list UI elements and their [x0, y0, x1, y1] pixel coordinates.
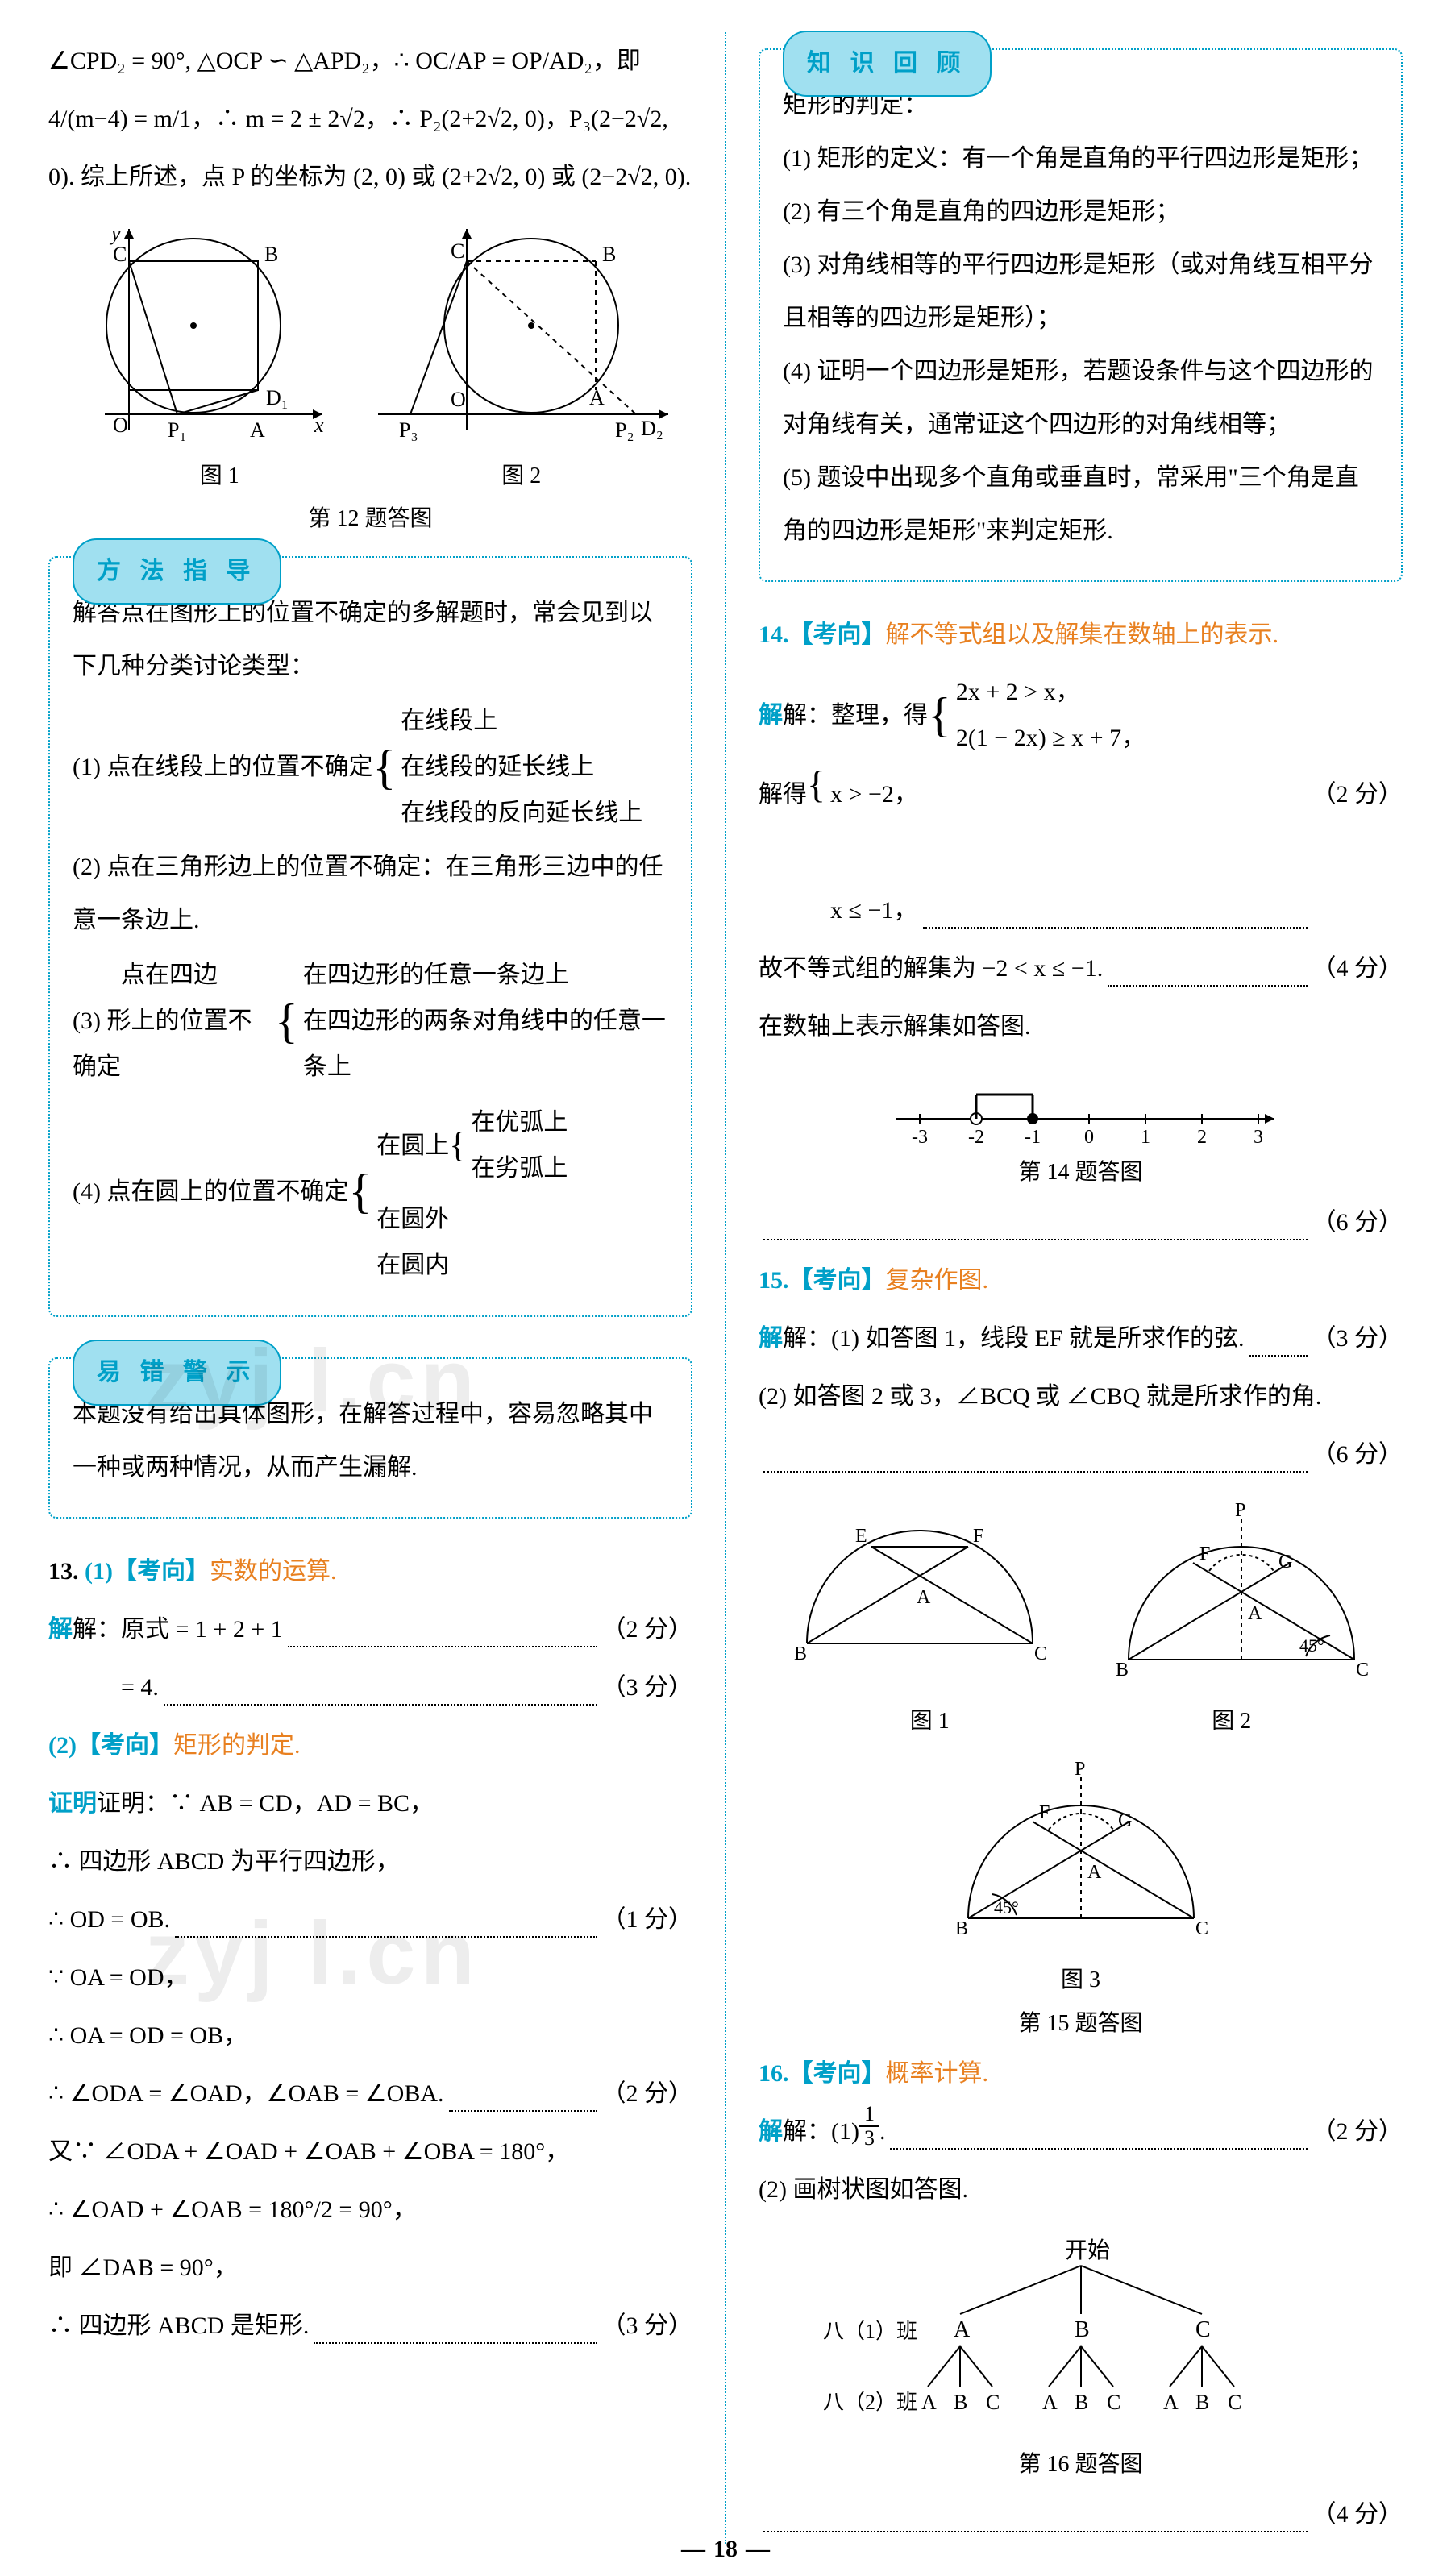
- q13-part2-head: (2)【考向】矩形的判定.: [48, 1717, 692, 1775]
- svg-text:B: B: [1195, 2391, 1209, 2414]
- q15-fig3: P F G A B C 45°: [936, 1757, 1226, 1951]
- svg-text:D₁: D₁: [266, 386, 289, 409]
- svg-text:C: C: [986, 2391, 1000, 2414]
- svg-text:C: C: [113, 243, 127, 266]
- svg-text:C: C: [1356, 1660, 1369, 1681]
- svg-text:E: E: [855, 1526, 867, 1547]
- svg-text:G: G: [1278, 1552, 1292, 1573]
- svg-text:C: C: [1228, 2391, 1241, 2414]
- svg-text:-2: -2: [968, 1127, 984, 1148]
- svg-text:P: P: [1075, 1759, 1085, 1780]
- svg-text:C: C: [1107, 2391, 1120, 2414]
- figure-caption-12: 第 12 题答图: [48, 497, 692, 540]
- svg-text:B: B: [1116, 1660, 1129, 1681]
- figure-row-12: C B O P₁ A D₁ x y C: [48, 221, 692, 447]
- svg-text:C: C: [1034, 1643, 1047, 1664]
- svg-text:x: x: [314, 413, 324, 437]
- svg-text:八（1）班: 八（1）班: [823, 2320, 917, 2343]
- svg-text:A: A: [954, 2317, 971, 2342]
- svg-text:开始: 开始: [1065, 2237, 1110, 2263]
- svg-text:O: O: [113, 413, 128, 437]
- left-column: ∠CPD₂ = 90°, △OCP ∽ △APD₂，∴ OC/AP = OP/A…: [48, 32, 692, 2544]
- svg-text:-1: -1: [1025, 1127, 1041, 1148]
- q15-head: 15.【考向】复杂作图.: [759, 1252, 1403, 1310]
- svg-text:45°: 45°: [994, 1897, 1019, 1917]
- page-number: 18: [673, 2536, 778, 2563]
- figure-2-svg: C B O A P₃ P₂ D₂: [362, 221, 676, 447]
- q15-figs-row2: P F G A B C 45°: [759, 1757, 1403, 1951]
- svg-text:P₃: P₃: [399, 418, 418, 442]
- svg-text:P₂: P₂: [615, 418, 634, 442]
- svg-text:P₁: P₁: [168, 418, 187, 442]
- q13-p1-l1: 解解：原式 = 1 + 2 + 1（2 分）: [48, 1601, 692, 1659]
- svg-text:C: C: [451, 239, 464, 263]
- q13-p1-l2: = 4.（3 分）: [48, 1659, 692, 1717]
- warning-badge: 易 错 警 示: [73, 1340, 281, 1406]
- intro-text: ∠CPD₂ = 90°, △OCP ∽ △APD₂，∴ OC/AP = OP/A…: [48, 32, 692, 206]
- q13-part1-head: 13. (1)【考向】实数的运算.: [48, 1543, 692, 1601]
- number-line-svg: -3 -2 -1 0 1 2 3: [759, 1070, 1403, 1151]
- svg-text:A: A: [250, 418, 265, 442]
- svg-text:A: A: [921, 2391, 937, 2414]
- method-badge: 方 法 指 导: [73, 538, 281, 605]
- right-column: 知 识 回 顾 矩形的判定： (1) 矩形的定义：有一个角是直角的平行四边形是矩…: [759, 32, 1403, 2544]
- q15-fig1: E F A B C: [775, 1498, 1065, 1676]
- svg-text:B: B: [955, 1918, 968, 1939]
- svg-text:y: y: [109, 222, 121, 245]
- svg-text:A: A: [1087, 1862, 1102, 1883]
- svg-text:45°: 45°: [1299, 1635, 1324, 1656]
- svg-text:B: B: [1075, 2317, 1090, 2342]
- svg-text:A: A: [1042, 2391, 1058, 2414]
- svg-text:A: A: [917, 1587, 931, 1608]
- q15-figs-row1: E F A B C P F G A B C 45°: [759, 1498, 1403, 1692]
- page: ∠CPD₂ = 90°, △OCP ∽ △APD₂，∴ OC/AP = OP/A…: [0, 0, 1451, 2576]
- svg-text:F: F: [1039, 1802, 1050, 1823]
- q14-head: 14.【考向】解不等式组以及解集在数轴上的表示.: [759, 606, 1403, 664]
- svg-text:A: A: [1248, 1603, 1262, 1624]
- svg-text:1: 1: [1141, 1127, 1150, 1148]
- figure-labels-row: 图 1 图 2: [48, 455, 692, 497]
- svg-text:F: F: [973, 1526, 983, 1547]
- q15-fig2: P F G A B C 45°: [1096, 1498, 1387, 1692]
- svg-text:F: F: [1199, 1544, 1210, 1564]
- method-box: 方 法 指 导 解答点在图形上的位置不确定的多解题时，常会见到以下几种分类讨论类…: [48, 556, 692, 1317]
- svg-text:B: B: [602, 243, 616, 266]
- svg-text:P: P: [1235, 1500, 1245, 1521]
- svg-text:C: C: [1195, 1918, 1208, 1939]
- svg-text:A: A: [1163, 2391, 1179, 2414]
- svg-text:O: O: [451, 388, 466, 411]
- svg-text:B: B: [264, 243, 278, 266]
- figure-1-svg: C B O P₁ A D₁ x y: [64, 221, 331, 447]
- recall-badge: 知 识 回 顾: [783, 31, 992, 97]
- svg-text:0: 0: [1084, 1127, 1094, 1148]
- svg-text:-3: -3: [912, 1127, 928, 1148]
- q16-head: 16.【考向】概率计算.: [759, 2045, 1403, 2103]
- tree-diagram: 开始 八（1）班 A B C 八（2）班 A B C A B C: [759, 2233, 1403, 2443]
- svg-text:C: C: [1195, 2317, 1211, 2342]
- svg-text:B: B: [954, 2391, 967, 2414]
- svg-text:八（2）班: 八（2）班: [823, 2391, 917, 2414]
- column-divider: [725, 32, 726, 2544]
- svg-text:B: B: [1075, 2391, 1088, 2414]
- svg-text:G: G: [1118, 1810, 1132, 1831]
- warning-box: 易 错 警 示 本题没有给出具体图形，在解答过程中，容易忽略其中一种或两种情况，…: [48, 1357, 692, 1519]
- recall-box: 知 识 回 顾 矩形的判定： (1) 矩形的定义：有一个角是直角的平行四边形是矩…: [759, 48, 1403, 582]
- svg-text:D₂: D₂: [641, 417, 663, 440]
- svg-text:2: 2: [1197, 1127, 1207, 1148]
- svg-text:3: 3: [1254, 1127, 1263, 1148]
- svg-text:B: B: [794, 1643, 807, 1664]
- svg-text:A: A: [589, 386, 605, 409]
